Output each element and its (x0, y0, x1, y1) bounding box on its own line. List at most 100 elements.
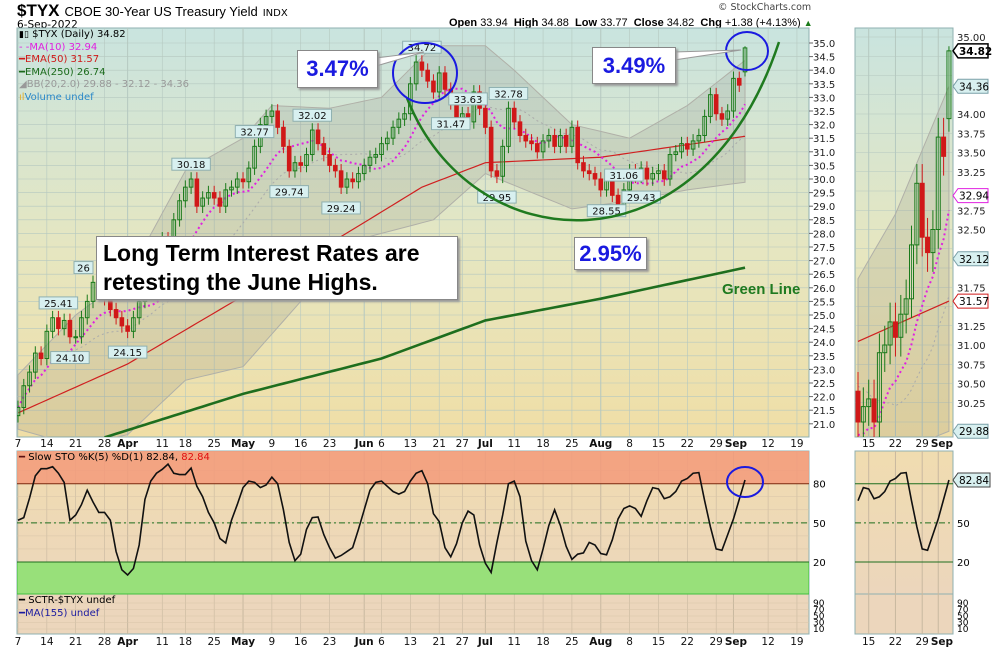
candle-body (384, 137, 390, 145)
value-tag-label: 32.12 (959, 254, 989, 266)
candle-body (298, 162, 304, 166)
x-tick-label: 27 (456, 438, 469, 450)
candle-body (650, 173, 656, 180)
stochastic-circle (726, 466, 764, 498)
price-label: 31.06 (610, 171, 639, 182)
price-label: 29.74 (275, 188, 304, 199)
oversold-zone (17, 561, 809, 595)
candle-body (500, 145, 505, 177)
candle-body (708, 94, 713, 117)
candle-body (569, 126, 575, 147)
candle-body (275, 110, 280, 128)
candle-body (200, 197, 205, 207)
candle-body (558, 134, 563, 147)
stockcharts-watermark: © StockCharts.com (718, 2, 812, 13)
x-tick-label: Sep (725, 636, 748, 648)
mini-x-tick-label: 29 (916, 636, 929, 648)
legend-ema50-text: EMA(50) 31.57 (25, 54, 100, 65)
sctr-tick-label: 50 (957, 612, 969, 622)
bollinger-band (857, 86, 950, 437)
candle-body (855, 390, 861, 423)
candle-body (935, 136, 941, 231)
legend-sctr: ━ SCTR-$TYX undef (19, 595, 115, 608)
band-icon: ◢ (19, 79, 27, 90)
candle-body (661, 170, 667, 180)
cup-curve-annotation (405, 41, 781, 222)
x-tick-label: Jul (477, 438, 493, 450)
x-tick-label: 6 (378, 438, 385, 450)
price-label: 32.02 (298, 111, 327, 122)
x-tick-label: 28 (98, 636, 111, 648)
candle-body (431, 80, 436, 93)
candle-body (269, 110, 275, 117)
mini-y-tick-label: 35.00 (957, 33, 986, 44)
candle-body (79, 317, 84, 338)
x-tick-label: 11 (508, 438, 521, 450)
candle-body (321, 143, 327, 156)
x-tick-label: 11 (156, 438, 169, 450)
y-tick-label: 35.0 (813, 39, 835, 50)
candle-body (882, 344, 888, 354)
ema50-line (857, 300, 950, 342)
mini-sto-tick-label: 50 (957, 519, 970, 530)
security-name: CBOE 30-Year US Treasury Yield (64, 4, 258, 19)
value-tag (952, 78, 989, 94)
candle-body (523, 134, 529, 142)
y-tick-label: 31.5 (813, 134, 835, 145)
x-tick-label: 21 (69, 438, 82, 450)
x-tick-label: 29 (709, 636, 722, 648)
mini-sto-tick-label: 20 (957, 558, 970, 569)
mini-y-tick-label: 34.00 (957, 110, 986, 121)
y-tick-label: 33.0 (813, 93, 835, 104)
mini-x-tick-label: 29 (916, 438, 929, 450)
mini-y-tick-label: 31.25 (957, 322, 986, 333)
line-icon: ━ (19, 595, 26, 606)
price-label: 33.63 (454, 95, 483, 106)
sto-tick-label: 20 (813, 558, 826, 569)
close-label: Close (633, 17, 664, 29)
candle-body (281, 126, 286, 147)
price-label: 30.18 (177, 160, 206, 171)
value-tag-label: 31.57 (959, 296, 989, 308)
mini-x-tick-label: Sep (931, 636, 954, 648)
mini-y-tick-label: 31.75 (957, 283, 986, 294)
price-label-box (448, 92, 488, 106)
sctr-tick-label: 10 (813, 625, 825, 635)
candle-body (344, 178, 350, 188)
triangle-up-icon: ▲ (803, 18, 813, 28)
x-tick-label: 18 (536, 636, 549, 648)
chart-title: $TYX CBOE 30-Year US Treasury Yield INDX (17, 1, 288, 21)
x-tick-label: May (231, 438, 255, 450)
mini-x-tick-label: 15 (862, 636, 875, 648)
headline-textbox: Long Term Interest Rates are retesting t… (96, 236, 458, 300)
value-tag (952, 251, 989, 267)
candle-body (442, 72, 448, 90)
open-value: 33.94 (480, 17, 508, 29)
bollinger-band (17, 45, 746, 437)
candle-body (217, 197, 223, 207)
price-label-box (73, 261, 94, 275)
price-label-box (234, 125, 275, 139)
y-tick-label: 30.5 (813, 161, 835, 172)
candle-body (44, 330, 50, 360)
x-tick-label: 12 (761, 438, 774, 450)
close-value: 34.82 (666, 17, 695, 29)
x-tick-label: 11 (156, 636, 169, 648)
legend-price-text: $TYX (Daily) 34.82 (32, 29, 126, 40)
sctr-tick-label: 10 (957, 625, 969, 635)
candle-body (866, 398, 872, 408)
sto-value-tag (952, 472, 991, 488)
mini-price-panel (854, 27, 954, 438)
x-tick-label: 21 (433, 636, 446, 648)
candle-body (586, 170, 592, 175)
x-tick-label: 25 (207, 636, 220, 648)
x-tick-label: 25 (207, 438, 220, 450)
x-tick-label: 21 (69, 636, 82, 648)
candle-body (223, 189, 229, 207)
candle-body (21, 385, 27, 408)
y-tick-label: 29.5 (813, 189, 835, 200)
candle-body (263, 115, 269, 126)
callout-june-high: 3.47% (297, 50, 378, 88)
mini-y-tick-label: 32.50 (957, 226, 986, 237)
